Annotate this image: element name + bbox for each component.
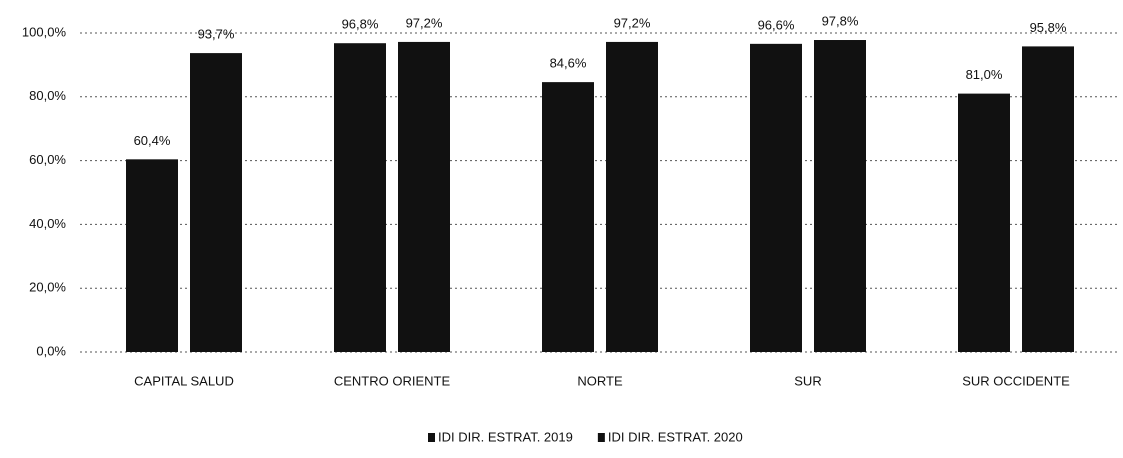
value-label: 95,8%	[1030, 20, 1067, 35]
y-tick-label: 100,0%	[22, 24, 67, 39]
value-label: 81,0%	[966, 67, 1003, 82]
bar	[750, 43, 802, 352]
y-tick-label: 40,0%	[29, 216, 66, 231]
x-tick-label: NORTE	[577, 373, 623, 388]
bar	[958, 93, 1010, 353]
bar	[1022, 46, 1074, 352]
legend-swatch	[597, 433, 605, 442]
legend-label: IDI DIR. ESTRAT. 2019	[438, 429, 573, 444]
x-tick-label: CENTRO ORIENTE	[334, 373, 451, 388]
value-label: 84,6%	[550, 56, 587, 71]
value-label: 96,6%	[758, 17, 795, 32]
value-label: 97,8%	[822, 13, 859, 28]
x-tick-label: CAPITAL SALUD	[134, 373, 234, 388]
y-tick-label: 60,0%	[29, 152, 66, 167]
x-tick-label: SUR OCCIDENTE	[962, 373, 1070, 388]
y-tick-label: 80,0%	[29, 88, 66, 103]
value-label: 97,2%	[406, 15, 443, 30]
bar	[606, 41, 658, 352]
legend-label: IDI DIR. ESTRAT. 2020	[608, 429, 743, 444]
bar	[542, 82, 594, 352]
bar	[126, 159, 178, 352]
value-label: 96,8%	[342, 17, 379, 32]
legend-swatch	[428, 433, 435, 442]
bar	[814, 40, 866, 352]
x-tick-label: SUR	[794, 373, 821, 388]
bar	[398, 41, 450, 352]
value-label: 97,2%	[614, 15, 651, 30]
value-label: 60,4%	[134, 133, 171, 148]
y-tick-label: 0,0%	[36, 343, 66, 358]
value-label: 93,7%	[198, 27, 235, 42]
bar	[334, 43, 386, 352]
bar	[190, 53, 242, 353]
y-tick-label: 20,0%	[29, 280, 66, 295]
